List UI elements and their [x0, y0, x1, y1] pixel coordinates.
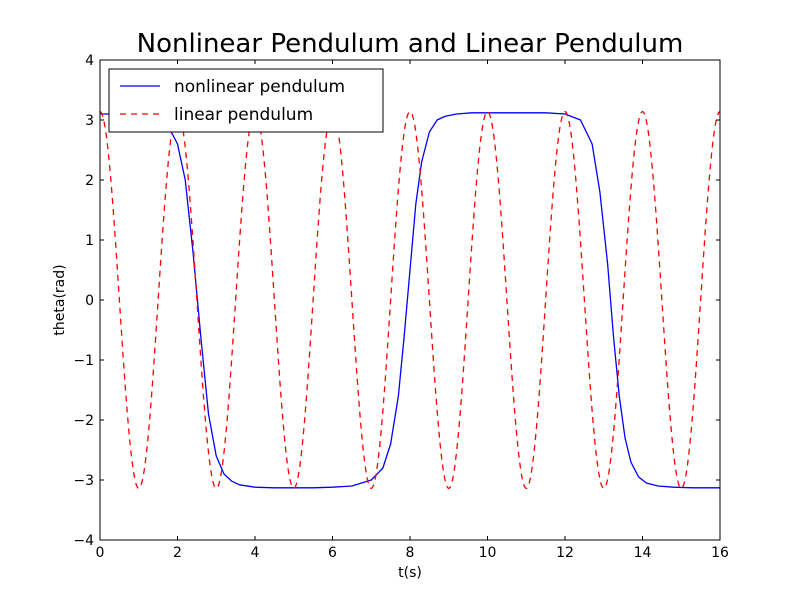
series-line-nonlinear [100, 112, 720, 489]
x-tick-label: 0 [96, 545, 105, 561]
chart-title: Nonlinear Pendulum and Linear Pendulum [137, 29, 684, 59]
legend: nonlinear pendulum linear pendulum [108, 68, 384, 133]
y-tick-label: 3 [85, 113, 94, 129]
y-tick-label: 1 [85, 233, 94, 249]
y-tick-label: 2 [85, 173, 94, 189]
y-tick-label: −1 [73, 353, 94, 369]
y-tick-label: −3 [73, 473, 94, 489]
x-tick-label: 14 [634, 545, 652, 561]
x-tick-label: 16 [711, 545, 729, 561]
y-tick-label: 4 [85, 53, 94, 69]
x-tick-label: 10 [479, 545, 497, 561]
legend-label: nonlinear pendulum [174, 77, 345, 97]
legend-box [108, 68, 384, 133]
x-tick-label: 2 [173, 545, 182, 561]
y-tick-label: 0 [85, 293, 94, 309]
legend-label: linear pendulum [174, 105, 313, 125]
y-tick-label: −2 [73, 413, 94, 429]
x-axis-label: t(s) [398, 565, 422, 581]
series-layer [100, 110, 720, 490]
x-tick-label: 8 [406, 545, 415, 561]
y-axis-label: theta(rad) [52, 264, 68, 335]
x-tick-label: 6 [328, 545, 337, 561]
series-line-linear [100, 110, 720, 490]
y-tick-label: −4 [73, 533, 94, 549]
x-tick-label: 4 [251, 545, 260, 561]
x-tick-label: 12 [556, 545, 574, 561]
